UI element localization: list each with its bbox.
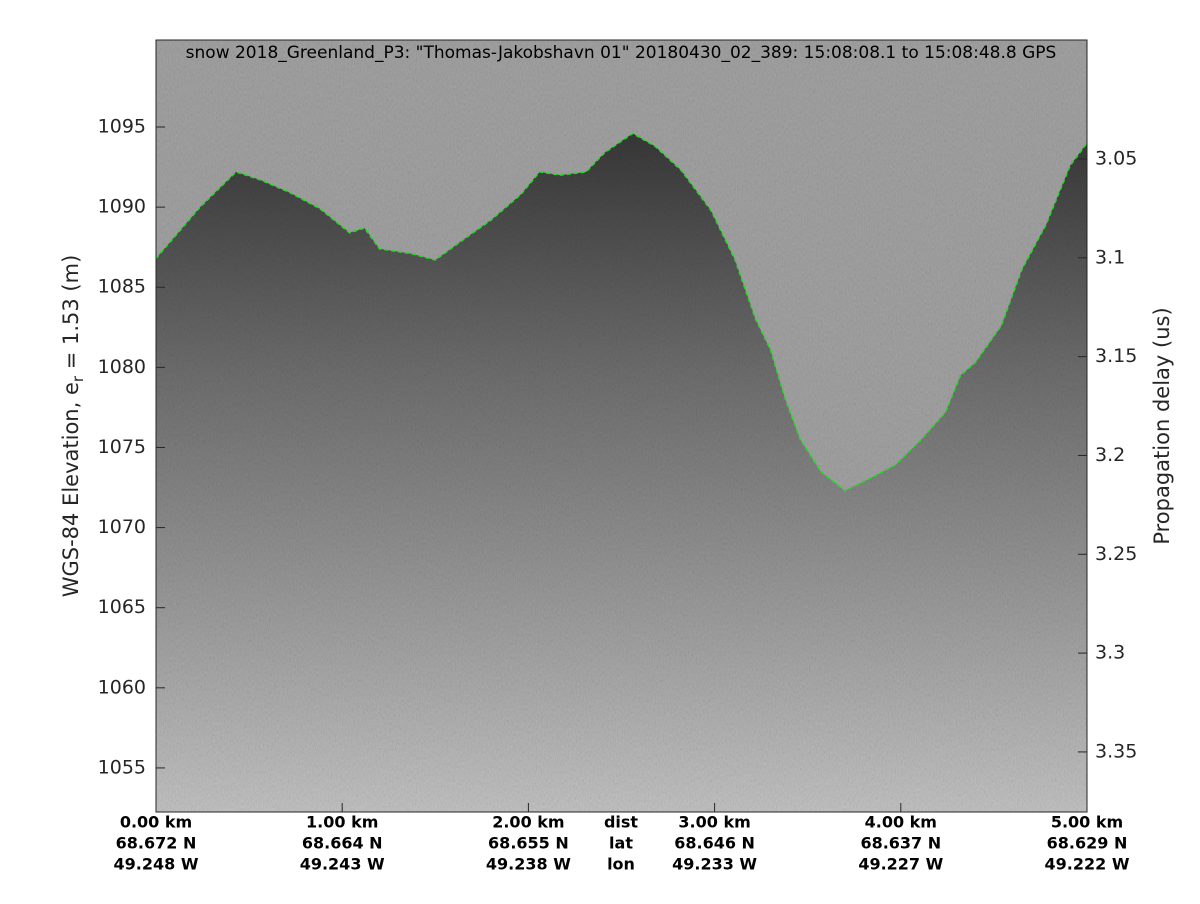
y2-tick-label: 3.15	[1095, 345, 1137, 367]
y-tick-label: 1080	[98, 356, 146, 378]
y-tick-label: 1090	[98, 196, 146, 218]
lon-label: 49.222 W	[1045, 855, 1130, 874]
y2-tick-label: 3.1	[1095, 246, 1125, 268]
x-tick-label: 5.00 km	[1051, 813, 1123, 832]
lat-label: 68.629 N	[1047, 834, 1128, 853]
y-tick-label: 1065	[98, 596, 146, 618]
lat-label: 68.672 N	[116, 834, 197, 853]
row-label: lon	[607, 855, 635, 874]
echogram-noise	[156, 40, 1087, 812]
chart-title: snow 2018_Greenland_P3: "Thomas-Jakobsha…	[186, 43, 1057, 63]
x-tick-label: 0.00 km	[120, 813, 192, 832]
row-label: lat	[609, 834, 633, 853]
y2-tick-label: 3.2	[1095, 444, 1125, 466]
x-tick-label: 1.00 km	[306, 813, 378, 832]
y-tick-label: 1095	[98, 116, 146, 138]
lon-label: 49.243 W	[300, 855, 385, 874]
y-tick-label: 1075	[98, 436, 146, 458]
surface-line	[156, 132, 1087, 492]
y2-tick-label: 3.3	[1095, 642, 1125, 664]
y-axis-label: WGS-84 Elevation, er = 1.53 (m)	[59, 255, 87, 598]
y-tick-label: 1055	[98, 756, 146, 778]
y-tick-label: 1070	[98, 516, 146, 538]
lat-label: 68.664 N	[302, 834, 383, 853]
x-tick-label: 2.00 km	[492, 813, 564, 832]
x-tick-label: 4.00 km	[865, 813, 937, 832]
plot-area	[156, 40, 1087, 812]
y2-axis-label: Propagation delay (us)	[1150, 307, 1174, 544]
row-label: dist	[604, 813, 638, 832]
y-tick-label: 1085	[98, 276, 146, 298]
lat-label: 68.646 N	[674, 834, 755, 853]
y-axis-label-rest: = 1.53 (m)	[59, 255, 83, 376]
y-axis-label-text: WGS-84 Elevation, e	[59, 382, 83, 597]
y-axis-label-sub: r	[69, 375, 87, 382]
lon-label: 49.248 W	[114, 855, 199, 874]
lat-label: 68.655 N	[488, 834, 569, 853]
lon-label: 49.233 W	[672, 855, 757, 874]
lon-label: 49.227 W	[858, 855, 943, 874]
y-tick-label: 1060	[98, 676, 146, 698]
plot-frame	[155, 39, 1088, 813]
lon-label: 49.238 W	[486, 855, 571, 874]
y2-tick-label: 3.05	[1095, 147, 1137, 169]
lat-label: 68.637 N	[860, 834, 941, 853]
y2-tick-label: 3.35	[1095, 740, 1137, 762]
x-tick-label: 3.00 km	[678, 813, 750, 832]
y2-tick-label: 3.25	[1095, 543, 1137, 565]
